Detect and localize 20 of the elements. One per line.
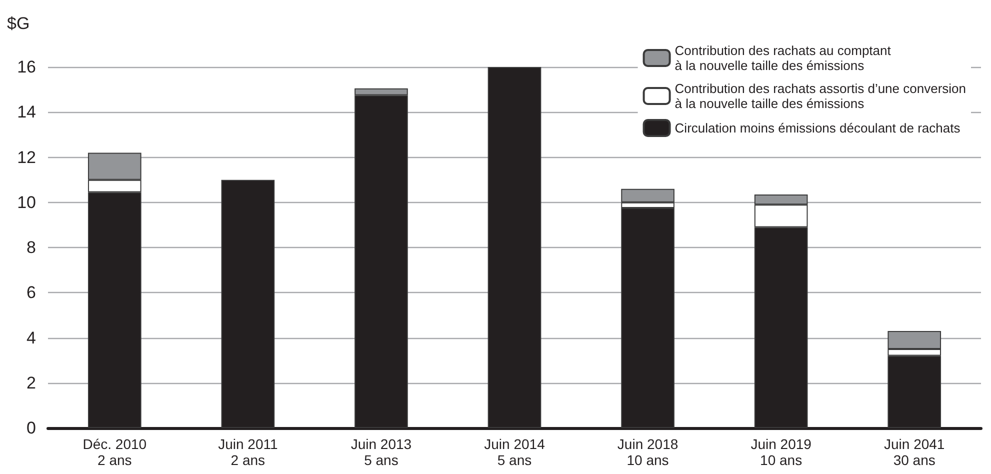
y-tick-label: 4 — [26, 328, 36, 348]
x-tick-label: Juin 2019 10 ans — [750, 436, 812, 468]
y-tick-label: 10 — [17, 192, 36, 212]
x-tick-label: Juin 2014 5 ans — [484, 436, 546, 468]
x-tick-label: Juin 2018 10 ans — [617, 436, 678, 468]
x-tick-label: Juin 2011 2 ans — [218, 436, 278, 468]
y-tick-label: 16 — [17, 58, 36, 76]
x-tick-label: Juin 2041 30 ans — [884, 436, 945, 468]
y-tick-label: 0 — [26, 418, 36, 438]
y-tick-label: 14 — [17, 102, 36, 122]
legend-label: Contribution des rachats au comptant à la nouvelle taille des émissions — [674, 43, 892, 73]
legend-label: Contribution des rachats assortis d’une conversion à la nouvelle taille des émissions — [674, 81, 966, 111]
y-tick-label: 6 — [26, 283, 36, 302]
y-tick-label: 8 — [26, 238, 36, 257]
x-tick-label: Déc. 2010 2 ans — [82, 436, 147, 468]
y-tick-label: 2 — [26, 373, 36, 392]
legend-label: Circulation moins émissions découlant de rachats — [674, 120, 961, 136]
x-tick-label: Juin 2013 5 ans — [350, 436, 412, 468]
y-tick-label: 12 — [17, 148, 36, 167]
y-axis-title: $G — [7, 14, 30, 33]
